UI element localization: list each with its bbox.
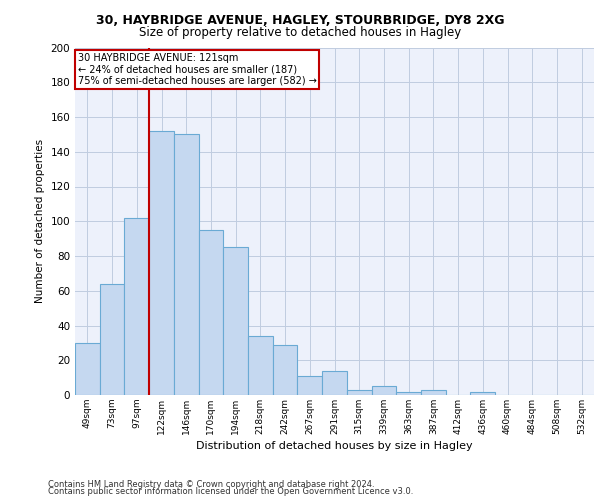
Text: Size of property relative to detached houses in Hagley: Size of property relative to detached ho… (139, 26, 461, 39)
Bar (75, 343, 100, 395)
Bar (396, 392, 421, 395)
Text: Contains public sector information licensed under the Open Government Licence v3: Contains public sector information licen… (48, 488, 413, 496)
Bar (470, 392, 495, 395)
Bar (199, 230, 223, 395)
Y-axis label: Number of detached properties: Number of detached properties (35, 139, 45, 304)
X-axis label: Distribution of detached houses by size in Hagley: Distribution of detached houses by size … (196, 441, 473, 451)
Text: Contains HM Land Registry data © Crown copyright and database right 2024.: Contains HM Land Registry data © Crown c… (48, 480, 374, 489)
Bar (371, 386, 396, 395)
Bar (174, 134, 199, 395)
Bar (100, 284, 124, 395)
Text: 30, HAYBRIDGE AVENUE, HAGLEY, STOURBRIDGE, DY8 2XG: 30, HAYBRIDGE AVENUE, HAGLEY, STOURBRIDG… (96, 14, 504, 27)
Bar (149, 131, 174, 395)
Bar (298, 376, 322, 395)
Text: 30 HAYBRIDGE AVENUE: 121sqm
← 24% of detached houses are smaller (187)
75% of se: 30 HAYBRIDGE AVENUE: 121sqm ← 24% of det… (77, 52, 316, 86)
Bar (223, 248, 248, 395)
Bar (273, 344, 298, 395)
Bar (322, 370, 347, 395)
Bar (124, 218, 149, 395)
Bar (347, 390, 371, 395)
Bar (421, 390, 446, 395)
Bar (248, 336, 273, 395)
